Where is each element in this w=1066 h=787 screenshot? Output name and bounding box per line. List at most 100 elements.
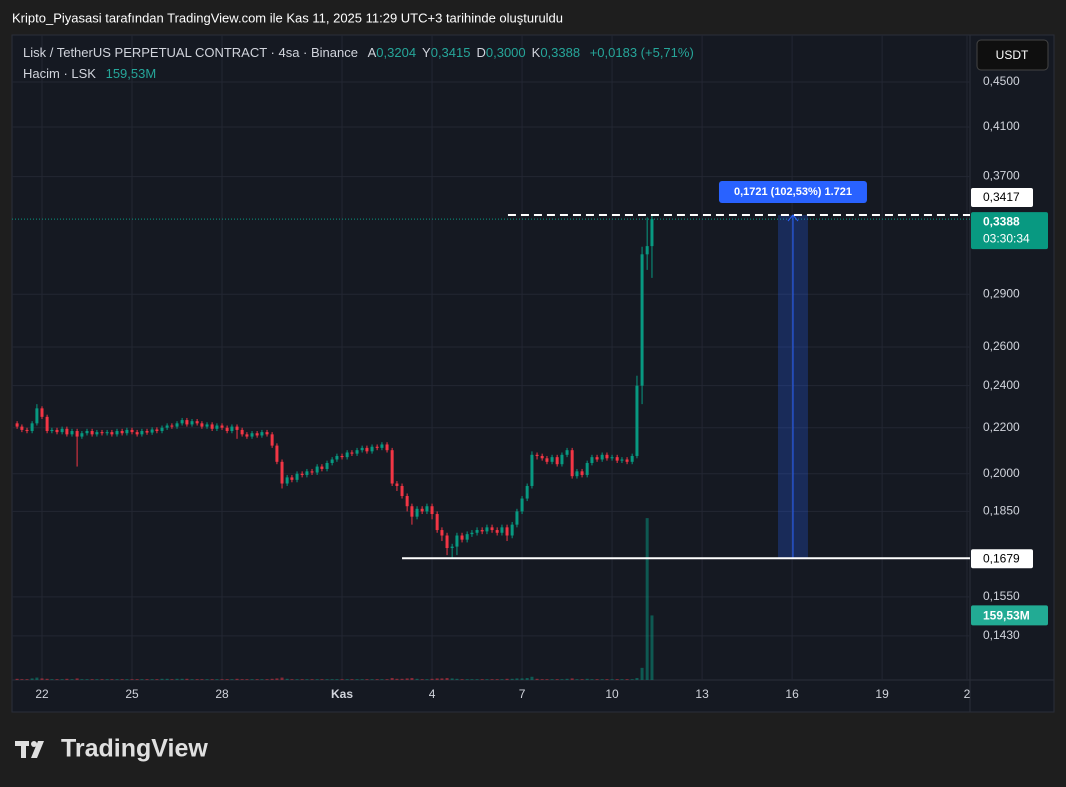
candle-body bbox=[245, 434, 249, 437]
candle-body bbox=[175, 423, 179, 427]
x-tick-label: 19 bbox=[875, 687, 889, 701]
candle-body bbox=[590, 457, 594, 464]
candle-body bbox=[615, 457, 619, 461]
volume-bar bbox=[65, 678, 69, 680]
y-tick-label: 0,4500 bbox=[983, 74, 1020, 88]
volume-bar bbox=[585, 678, 589, 680]
candle-body bbox=[560, 454, 564, 465]
volume-bar bbox=[625, 679, 629, 680]
candle-body bbox=[520, 498, 524, 512]
volume-bar bbox=[360, 679, 364, 680]
candle-body bbox=[480, 530, 484, 532]
symbol: Lisk / TetherUS PERPETUAL CONTRACT · 4sa… bbox=[23, 45, 358, 60]
volume-bar bbox=[375, 679, 379, 680]
volume-bar bbox=[620, 679, 624, 680]
legend-value: 0,3415 bbox=[430, 45, 471, 60]
volume-bar bbox=[370, 679, 374, 680]
volume-bar bbox=[575, 679, 579, 680]
candle-body bbox=[465, 534, 469, 540]
volume-bar bbox=[270, 678, 274, 680]
volume-bar bbox=[650, 615, 654, 680]
candle-body bbox=[230, 426, 234, 432]
brand: TradingView bbox=[61, 735, 208, 763]
volume-bar bbox=[380, 679, 384, 680]
volume-bar bbox=[420, 679, 424, 680]
candle-body bbox=[125, 429, 129, 434]
volume-bar bbox=[185, 678, 189, 680]
volume-bar bbox=[430, 678, 434, 680]
y-tick-label: 0,2200 bbox=[983, 420, 1020, 434]
volume-bar bbox=[595, 679, 599, 680]
volume-bar bbox=[490, 679, 494, 680]
candle-body bbox=[150, 429, 154, 433]
volume-bar bbox=[265, 679, 269, 680]
volume-bar bbox=[130, 679, 134, 680]
x-tick-label: 2 bbox=[964, 687, 971, 701]
volume-bar bbox=[60, 679, 64, 680]
volume-bar bbox=[600, 679, 604, 680]
candle-body bbox=[610, 457, 614, 459]
candle-body bbox=[620, 459, 624, 461]
volume-bar bbox=[295, 679, 299, 680]
brand-logo bbox=[15, 741, 44, 758]
candle-body bbox=[550, 457, 554, 462]
volume-bar bbox=[50, 679, 54, 680]
volume-bar bbox=[515, 678, 519, 680]
volume-bar bbox=[630, 679, 634, 680]
candle-body bbox=[625, 459, 629, 462]
volume-bar bbox=[90, 679, 94, 680]
legend-key: Y bbox=[422, 45, 431, 60]
volume-bar bbox=[355, 679, 359, 680]
candle-body bbox=[555, 457, 559, 465]
candle-body bbox=[570, 450, 574, 477]
price-line-label: 0,3417 bbox=[983, 190, 1020, 204]
volume-bar bbox=[520, 678, 524, 680]
candle-body bbox=[400, 485, 404, 496]
volume-bar bbox=[190, 679, 194, 680]
measure-label-box bbox=[718, 181, 867, 204]
candle-body bbox=[490, 527, 494, 531]
y-tick-label: 0,2400 bbox=[983, 378, 1020, 392]
candle-body bbox=[500, 527, 504, 533]
volume-bar bbox=[530, 676, 534, 680]
price-line-label-box bbox=[971, 549, 1033, 569]
volume-bar bbox=[425, 679, 429, 680]
volume-bar bbox=[135, 679, 139, 680]
currency[interactable]: USDT bbox=[996, 48, 1029, 62]
volume-title: Hacim · LSK bbox=[23, 66, 96, 81]
volume-bar bbox=[75, 678, 79, 680]
candle-body bbox=[495, 530, 499, 533]
caption: Kripto_Piyasasi tarafından TradingView.c… bbox=[12, 10, 563, 25]
x-tick-label: 10 bbox=[605, 687, 619, 701]
candle-body bbox=[135, 432, 139, 435]
legend-value: 0,3388 bbox=[540, 45, 581, 60]
x-tick-label: 28 bbox=[215, 687, 229, 701]
candle-body bbox=[335, 455, 339, 460]
candle-body bbox=[440, 530, 444, 536]
candle-body bbox=[340, 455, 344, 458]
candle-body bbox=[145, 431, 149, 433]
volume-bar bbox=[165, 678, 169, 680]
volume-bar bbox=[105, 679, 109, 680]
volume-bar bbox=[415, 678, 419, 680]
volume-bar bbox=[385, 679, 389, 680]
volume-bar bbox=[240, 679, 244, 680]
volume-bar bbox=[640, 667, 644, 680]
volume-bar bbox=[290, 679, 294, 680]
volume-bar bbox=[565, 678, 569, 680]
volume-bar bbox=[480, 679, 484, 680]
volume-bar bbox=[285, 678, 289, 680]
candle-body bbox=[15, 423, 19, 427]
candle-body bbox=[415, 508, 419, 517]
legend-value: 0,3000 bbox=[485, 45, 526, 60]
candle-body bbox=[455, 535, 459, 547]
candle-body bbox=[85, 431, 89, 434]
candle-body bbox=[275, 445, 279, 462]
candle-body bbox=[265, 432, 269, 435]
candle-body bbox=[435, 514, 439, 531]
volume-bar bbox=[35, 677, 39, 680]
volume-bar bbox=[145, 679, 149, 680]
candle-body bbox=[445, 535, 449, 549]
currency-button[interactable] bbox=[976, 39, 1049, 71]
volume-bar bbox=[500, 679, 504, 680]
